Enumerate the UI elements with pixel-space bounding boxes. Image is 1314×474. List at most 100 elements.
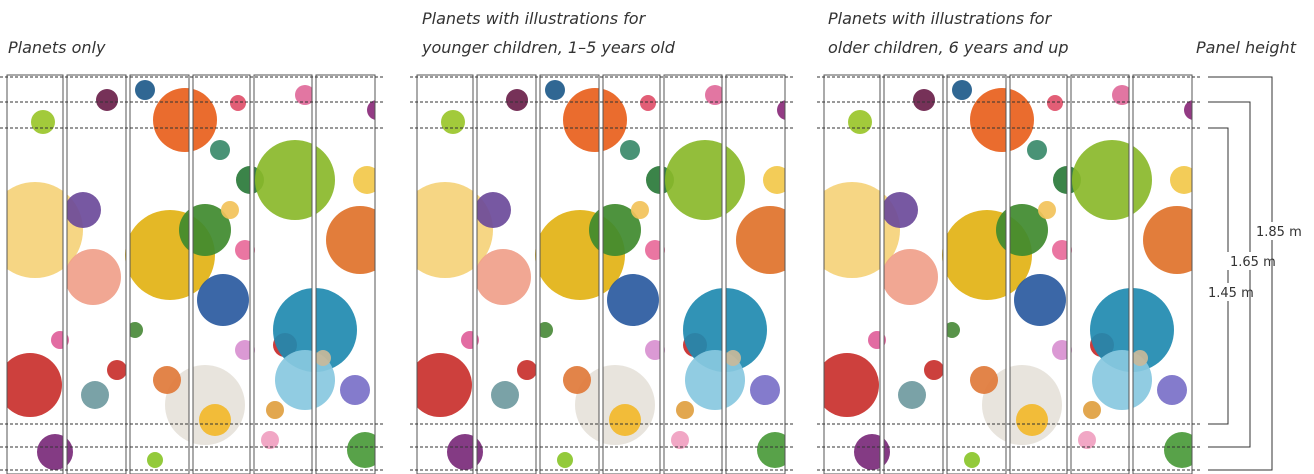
planet xyxy=(1184,100,1192,120)
planet xyxy=(96,89,118,111)
planet xyxy=(1078,431,1096,449)
planet xyxy=(609,404,641,436)
planet xyxy=(563,366,591,394)
panel xyxy=(416,74,474,474)
planet xyxy=(676,401,694,419)
panel xyxy=(823,74,881,474)
planet xyxy=(506,89,528,111)
planet xyxy=(777,100,785,120)
panel-art xyxy=(417,80,785,470)
planet xyxy=(326,206,375,274)
label-bg xyxy=(1205,283,1249,301)
planet xyxy=(235,240,255,260)
planet xyxy=(127,322,143,338)
planet xyxy=(640,95,656,111)
label-bg xyxy=(1253,222,1297,240)
planet xyxy=(153,366,181,394)
planet xyxy=(924,360,944,380)
planet xyxy=(199,404,231,436)
planet xyxy=(7,182,83,278)
planet xyxy=(848,110,872,134)
planet xyxy=(7,353,62,417)
panel xyxy=(66,74,127,474)
planet xyxy=(230,95,246,111)
planet xyxy=(537,322,553,338)
planet xyxy=(824,182,900,278)
panel xyxy=(946,74,1007,474)
group-title: Planets with illustrations for xyxy=(828,9,1053,28)
planet xyxy=(147,452,163,468)
planet xyxy=(210,140,230,160)
planet xyxy=(898,381,926,409)
planet xyxy=(417,353,472,417)
group-title: younger children, 1–5 years old xyxy=(421,38,676,57)
bracket xyxy=(1208,76,1273,471)
panel xyxy=(6,74,64,474)
planet xyxy=(353,166,375,194)
bracket xyxy=(1208,101,1251,448)
planet xyxy=(81,381,109,409)
planet xyxy=(197,274,249,326)
planet xyxy=(31,110,55,134)
planet xyxy=(447,434,483,470)
planet xyxy=(266,401,284,419)
planet xyxy=(952,80,972,100)
planet xyxy=(705,85,725,105)
group-title: Planets with illustrations for xyxy=(422,9,647,28)
planet xyxy=(1047,95,1063,111)
planet xyxy=(665,140,745,220)
planet xyxy=(882,192,918,228)
planet xyxy=(1143,206,1192,274)
planet xyxy=(135,80,155,100)
planet xyxy=(1027,140,1047,160)
planet xyxy=(854,434,890,470)
group-title: older children, 6 years and up xyxy=(828,38,1068,57)
planet xyxy=(1170,166,1192,194)
planet xyxy=(367,100,375,120)
planet xyxy=(944,322,960,338)
planet xyxy=(255,140,335,220)
measurement: 1.65 m xyxy=(1230,255,1276,270)
panel xyxy=(253,74,313,474)
measurement: 1.45 m xyxy=(1208,286,1254,301)
panel-art xyxy=(7,80,375,470)
planet xyxy=(1052,340,1072,360)
planet xyxy=(1132,350,1148,366)
planet xyxy=(970,366,998,394)
planet xyxy=(417,182,493,278)
planet xyxy=(1164,432,1192,468)
planet xyxy=(824,353,879,417)
planet xyxy=(315,350,331,366)
planet xyxy=(461,331,479,349)
measurement: 1.85 m xyxy=(1256,225,1302,240)
planet xyxy=(763,166,785,194)
planet xyxy=(1052,240,1072,260)
planet xyxy=(1157,375,1187,405)
planet xyxy=(235,340,255,360)
panel xyxy=(315,74,376,474)
planet xyxy=(620,140,640,160)
planet xyxy=(107,360,127,380)
planet xyxy=(563,88,627,152)
planet xyxy=(913,89,935,111)
planet xyxy=(1014,274,1066,326)
panel xyxy=(1009,74,1068,474)
planet xyxy=(1112,85,1132,105)
planet xyxy=(295,85,315,105)
planet xyxy=(153,88,217,152)
panel xyxy=(192,74,251,474)
panel xyxy=(1070,74,1130,474)
planet xyxy=(671,431,689,449)
planet xyxy=(882,249,938,305)
panel xyxy=(1132,74,1193,474)
planet xyxy=(868,331,886,349)
planet xyxy=(750,375,780,405)
group-title: Planets only xyxy=(8,38,106,57)
planet xyxy=(491,381,519,409)
planet xyxy=(631,201,649,219)
panel-art xyxy=(824,80,1192,470)
planet xyxy=(475,192,511,228)
panel xyxy=(602,74,661,474)
planet xyxy=(517,360,537,380)
